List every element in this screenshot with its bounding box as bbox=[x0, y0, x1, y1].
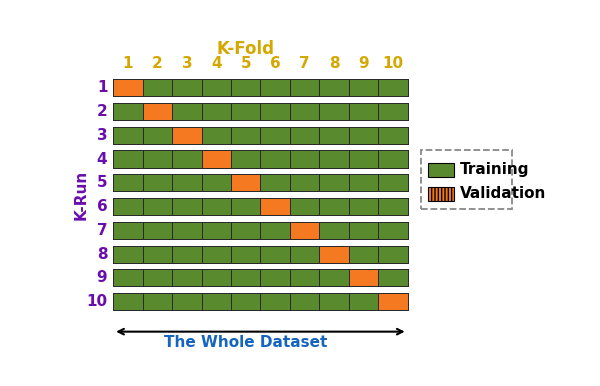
Bar bbox=[143, 103, 172, 120]
Text: 7: 7 bbox=[299, 56, 310, 71]
Bar bbox=[113, 174, 407, 191]
Text: 2: 2 bbox=[152, 56, 163, 71]
Text: The Whole Dataset: The Whole Dataset bbox=[164, 335, 328, 349]
Text: 5: 5 bbox=[97, 175, 107, 190]
Text: 10: 10 bbox=[382, 56, 403, 71]
Text: 6: 6 bbox=[270, 56, 281, 71]
Text: 3: 3 bbox=[97, 128, 107, 143]
Text: 2: 2 bbox=[97, 104, 107, 119]
Bar bbox=[113, 222, 407, 239]
Bar bbox=[231, 174, 260, 191]
Bar bbox=[113, 103, 407, 120]
Text: 8: 8 bbox=[329, 56, 339, 71]
Text: 3: 3 bbox=[182, 56, 192, 71]
Text: 7: 7 bbox=[97, 223, 107, 238]
Bar bbox=[113, 198, 407, 215]
Text: 4: 4 bbox=[97, 152, 107, 166]
Text: Training: Training bbox=[460, 163, 529, 178]
Text: 8: 8 bbox=[97, 247, 107, 262]
Text: 9: 9 bbox=[97, 271, 107, 285]
Bar bbox=[113, 151, 407, 168]
Text: 9: 9 bbox=[358, 56, 369, 71]
Bar bbox=[428, 163, 454, 177]
Bar bbox=[113, 79, 407, 96]
Text: 1: 1 bbox=[97, 80, 107, 95]
Bar bbox=[290, 222, 319, 239]
Bar bbox=[378, 293, 407, 310]
Text: 5: 5 bbox=[241, 56, 251, 71]
Bar bbox=[113, 127, 407, 144]
Text: 6: 6 bbox=[97, 199, 107, 214]
FancyBboxPatch shape bbox=[421, 150, 512, 209]
Bar bbox=[113, 293, 407, 310]
Text: K-Fold: K-Fold bbox=[217, 40, 275, 58]
Bar bbox=[113, 269, 407, 286]
Bar bbox=[349, 269, 378, 286]
Bar bbox=[202, 151, 231, 168]
Bar bbox=[260, 198, 290, 215]
Bar bbox=[428, 186, 454, 201]
Text: 1: 1 bbox=[123, 56, 133, 71]
Text: 10: 10 bbox=[86, 294, 107, 309]
Bar bbox=[172, 127, 202, 144]
Text: K-Run: K-Run bbox=[73, 170, 88, 220]
Bar bbox=[113, 245, 407, 263]
Bar bbox=[113, 79, 143, 96]
Bar bbox=[319, 245, 349, 263]
Text: Validation: Validation bbox=[460, 186, 547, 201]
Text: 4: 4 bbox=[211, 56, 221, 71]
